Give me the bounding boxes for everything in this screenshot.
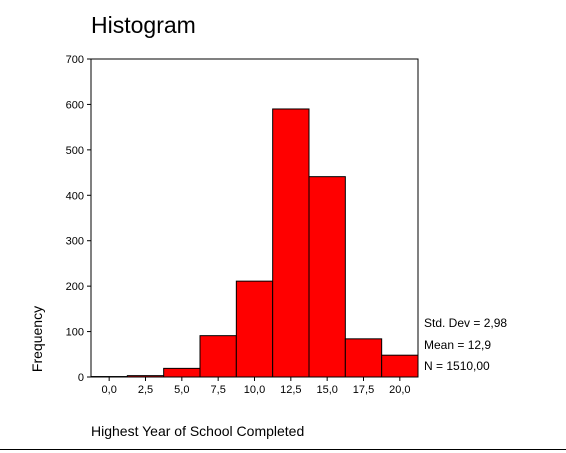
x-tick-label: 7,5 (211, 384, 226, 396)
x-axis-title: Highest Year of School Completed (91, 423, 305, 439)
x-tick-label: 12,5 (280, 384, 301, 396)
y-tick-label: 700 (66, 54, 84, 66)
histogram-bar (272, 108, 310, 378)
summary-statistics: Std. Dev = 2,98 Mean = 12,9 N = 1510,00 (424, 313, 507, 378)
x-tick-label: 20,0 (389, 384, 410, 396)
histogram-bar (235, 280, 274, 378)
std-dev-label: Std. Dev = 2,98 (424, 316, 508, 330)
y-tick-label: 0 (78, 372, 84, 384)
y-tick-label: 300 (66, 236, 84, 248)
y-tick-label: 400 (66, 190, 84, 202)
y-tick-label: 600 (66, 99, 84, 111)
x-tick-label: 10,0 (244, 384, 265, 396)
n-label: N = 1510,00 (424, 359, 490, 373)
y-tick-label: 500 (66, 145, 84, 157)
histogram-bar (199, 335, 237, 378)
x-tick-label: 2,5 (138, 384, 153, 396)
histogram-bar (308, 176, 346, 378)
bar-series (90, 108, 419, 378)
mean-label: Mean = 12,9 (424, 337, 492, 352)
histogram-bar (381, 354, 419, 378)
bottom-divider (0, 449, 566, 450)
x-axis: 0,0 2,5 5,0 7,5 10,0 12,5 15,0 17,5 20,0 (102, 377, 411, 396)
x-tick-label: 0,0 (102, 384, 117, 396)
y-tick-label: 100 (66, 327, 84, 339)
x-tick-label: 17,5 (353, 384, 374, 396)
chart-title: Histogram (91, 12, 196, 38)
y-tick-label: 200 (66, 281, 84, 293)
histogram-bar (163, 367, 201, 378)
y-axis: 0 100 200 300 400 500 600 700 (66, 54, 91, 384)
histogram-bar (344, 338, 383, 378)
x-tick-label: 15,0 (316, 384, 337, 396)
histogram-bar (126, 375, 165, 378)
x-tick-label: 5,0 (174, 384, 189, 396)
